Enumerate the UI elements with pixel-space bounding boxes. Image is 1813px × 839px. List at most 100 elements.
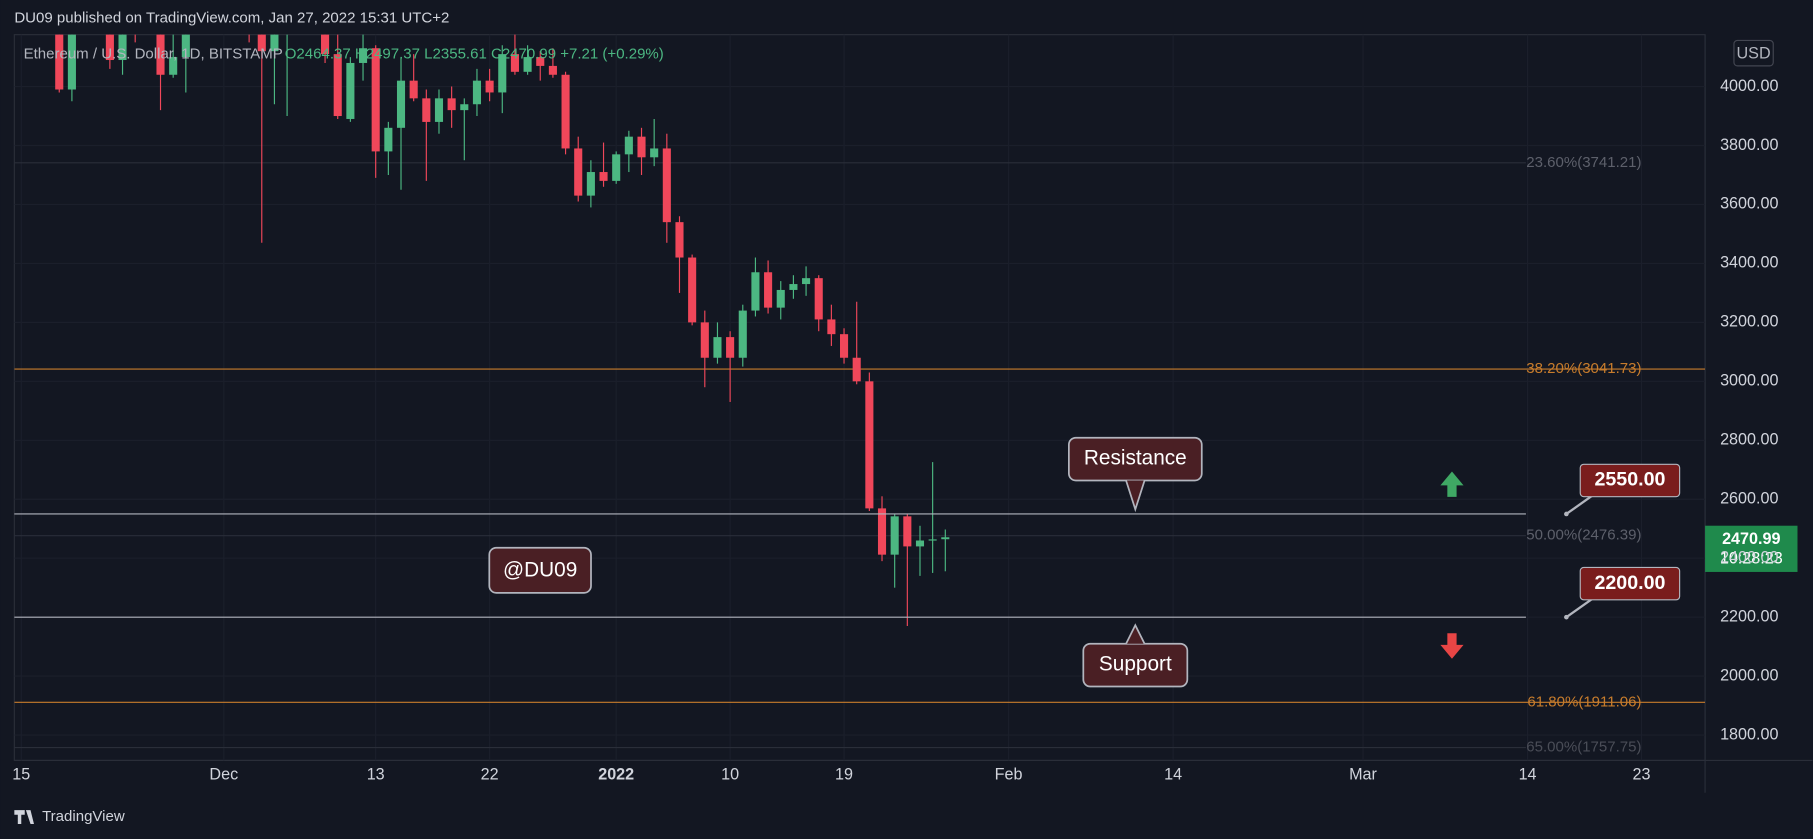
y-tick-label: 3200.00 (1720, 313, 1778, 331)
candle-body (890, 516, 899, 555)
ohlc: O2464.37 H2497.37 L2355.61 C2470.99 +7.2… (285, 45, 664, 62)
candle-body (460, 104, 469, 111)
watermark: @DU09 (503, 558, 577, 581)
candle-body (877, 508, 887, 555)
candle-body (548, 65, 557, 75)
price-callout (1579, 463, 1681, 498)
currency-box[interactable] (1733, 39, 1774, 67)
candle-body (637, 136, 646, 158)
candle-body (726, 337, 735, 358)
callout-pointer (1565, 596, 1595, 619)
candle-body (586, 172, 595, 196)
brand-logo (14, 810, 34, 824)
callout-dot (1564, 511, 1569, 517)
grid: 23.60%(3741.21) 38.20%(3041.73) 50.00%(247… (14, 34, 1706, 761)
x-tick-label: Dec (209, 766, 238, 784)
candle-body (688, 257, 697, 323)
candle-body (802, 278, 811, 285)
candle-body (434, 98, 444, 122)
candle-body (738, 310, 747, 358)
candle-body (422, 98, 431, 122)
candle-body (270, 34, 279, 52)
candle-body (409, 80, 418, 99)
candle-body (700, 322, 709, 358)
candle-body (599, 172, 608, 181)
x-tick-label: 15 (12, 766, 30, 784)
fib-label: 23.60%(3741.21) (1526, 154, 1641, 171)
candle-body (915, 540, 925, 547)
candle-body (384, 127, 393, 152)
candle-body (852, 357, 861, 382)
candle-body (396, 80, 406, 128)
candle-body (55, 34, 64, 90)
x-tick-label: 2022 (598, 766, 634, 784)
candle-body (333, 54, 342, 117)
price-callout (1579, 566, 1681, 601)
text-callout-label: Resistance (1084, 447, 1187, 470)
candle-body (485, 80, 494, 93)
candle-body (447, 98, 456, 111)
overlay: 2550.00 Resistance 2200.00 Support @DU09 2470… (14, 436, 1798, 688)
callout-pointer (1565, 493, 1595, 515)
y-tick-label: 2200.00 (1720, 607, 1778, 625)
arrow (1440, 471, 1464, 497)
y-tick-label: 3400.00 (1720, 254, 1778, 272)
y-tick-label: 2800.00 (1720, 431, 1778, 449)
candle-body (156, 34, 165, 75)
text-callout-tip (1125, 480, 1146, 513)
candle-body (941, 537, 950, 540)
candle-body (181, 34, 190, 58)
candle-body (776, 289, 785, 308)
candle-body (903, 516, 912, 547)
x-tick-label: 13 (367, 766, 385, 784)
symbol: Ethereum / U.S. Dollar, 1D, BITSTAMP (24, 45, 283, 62)
last-price: 2470.99 (1722, 530, 1780, 548)
candles (55, 34, 950, 626)
x-tick-label: Mar (1349, 766, 1377, 784)
text-callout-label: Support (1099, 653, 1172, 676)
candle-body (662, 148, 671, 223)
x-tick-label: 19 (835, 766, 853, 784)
callout-dot (1564, 614, 1569, 620)
candle-body (358, 48, 368, 63)
candle-body (612, 154, 621, 181)
y-tick-label: 2000.00 (1720, 666, 1778, 684)
y-tick-label: 3600.00 (1720, 195, 1778, 213)
candle-body (523, 57, 532, 72)
y-tick-label: 3800.00 (1720, 136, 1778, 154)
candle-body (346, 62, 355, 119)
x-tick-label: Feb (995, 766, 1023, 784)
y-tick-label: 1800.00 (1720, 725, 1778, 743)
y-tick-label: 2400.00 (1720, 548, 1778, 566)
candle-body (118, 34, 127, 61)
fib-label: 50.00%(2476.39) (1526, 527, 1641, 544)
candle-body (814, 278, 823, 320)
arrow (1440, 633, 1464, 659)
candle-body (675, 222, 684, 258)
candle-body (751, 272, 760, 311)
candle-body (561, 74, 570, 149)
candle-body (510, 54, 519, 72)
price-callout-label: 2550.00 (1594, 469, 1665, 491)
watermark-box (488, 546, 592, 594)
x-tick-label: 23 (1632, 766, 1650, 784)
publisher: DU09 published on TradingView.com, Jan 2… (14, 9, 449, 26)
candle-body (789, 284, 798, 290)
candle-body (169, 57, 178, 75)
candle-body (536, 57, 545, 66)
candle-body (67, 34, 76, 90)
candle-body (472, 80, 482, 105)
currency[interactable]: USD (1737, 45, 1771, 63)
last-price-box (1705, 525, 1798, 572)
candle-body (865, 381, 874, 509)
text-callout-tip (1125, 623, 1146, 645)
candle-body (498, 54, 507, 93)
candle-body (764, 272, 773, 308)
candle-body (321, 34, 330, 55)
plot-area (13, 34, 1706, 761)
x-tick-label: 14 (1519, 766, 1537, 784)
candle-body (928, 539, 937, 541)
candle-body (827, 319, 836, 335)
candle-body (371, 48, 380, 152)
